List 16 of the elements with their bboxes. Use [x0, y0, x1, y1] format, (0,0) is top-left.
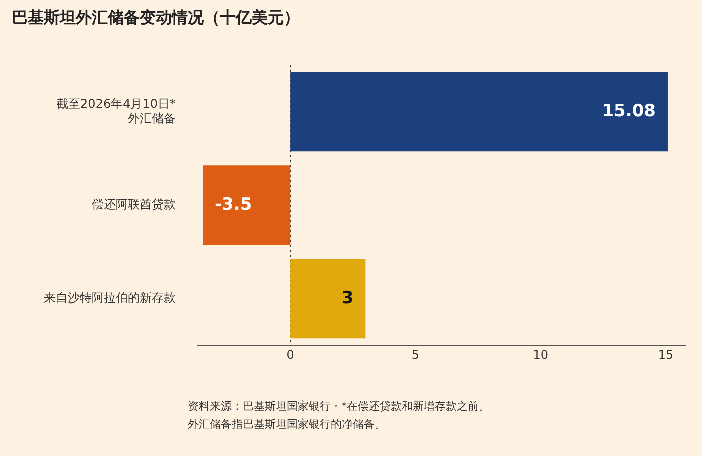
x-tick-label: 15 — [658, 348, 674, 362]
bar — [203, 166, 291, 246]
x-tick-label: 0 — [286, 348, 294, 362]
chart-title: 巴基斯坦外汇储备变动情况（十亿美元） — [12, 8, 300, 29]
x-tick-label: 5 — [412, 348, 420, 362]
data-label: -3.5 — [215, 194, 252, 215]
text: 资料来源：巴基斯坦国家银行 · *在偿还贷款和新增存款之前。 — [188, 399, 490, 415]
y-tick-label: 偿还阿联酋贷款 — [92, 198, 176, 212]
x-tick-label: 10 — [533, 348, 548, 362]
bar — [290, 259, 366, 339]
data-label: 3 — [342, 288, 354, 308]
bar — [290, 72, 668, 152]
text: 外汇储备指巴基斯坦国家银行的净储备。 — [188, 417, 387, 433]
y-tick-label: 来自沙特阿拉伯的新存款 — [44, 290, 176, 305]
data-label: 15.08 — [602, 101, 656, 122]
y-tick-label: 截至2026年4月10日* 外汇储备 — [56, 96, 176, 126]
